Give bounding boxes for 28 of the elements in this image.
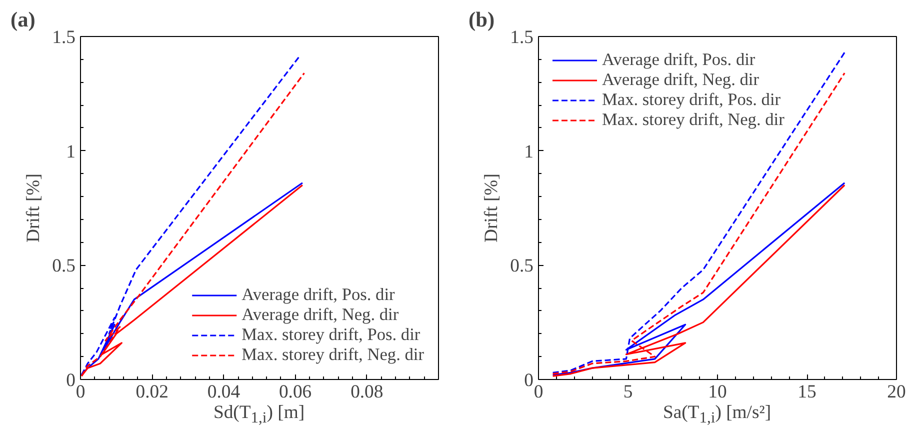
x-axis-title: Sd(T$_{1,i}$) [m] xyxy=(213,402,305,427)
legend-label: Average drift, Neg. dir xyxy=(602,70,760,90)
legend-label: Average drift, Pos. dir xyxy=(242,285,395,305)
legend-label: Average drift, Neg. dir xyxy=(242,305,399,325)
chart-title: (a) xyxy=(10,8,36,32)
x-tick-label: 20 xyxy=(887,382,906,402)
legend-label: Max. storey drift, Pos. dir xyxy=(242,325,420,345)
legend-label: Max. storey drift, Neg. dir xyxy=(602,110,784,130)
y-tick-label: 1 xyxy=(524,141,534,162)
legend-label: Average drift, Pos. dir xyxy=(602,50,756,70)
x-tick-label: 15 xyxy=(798,382,816,402)
y-tick-label: 1.5 xyxy=(52,27,76,48)
legend-label: Max. storey drift, Neg. dir xyxy=(242,345,424,365)
x-tick-label: 0.02 xyxy=(136,382,168,402)
x-tick-label: 0.08 xyxy=(350,382,384,402)
y-axis-title: Drift [%] xyxy=(481,174,502,242)
x-tick-label: 0.06 xyxy=(278,382,312,402)
y-tick-label: 1.5 xyxy=(510,27,534,48)
x-tick-label: 10 xyxy=(708,382,727,402)
chart-title: (b) xyxy=(468,8,495,32)
y-tick-label: 0.5 xyxy=(510,256,534,277)
x-axis-title: Sa(T$_{1,i}$) [m/s²] xyxy=(662,401,772,429)
x-tick-label: 5 xyxy=(623,382,633,402)
y-tick-label: 0.5 xyxy=(52,256,76,277)
y-axis-title: Drift [%] xyxy=(23,174,44,242)
x-tick-label: 0.04 xyxy=(207,382,241,402)
y-tick-label: 1 xyxy=(66,141,76,162)
legend-label: Max. storey drift, Pos. dir xyxy=(602,90,781,110)
